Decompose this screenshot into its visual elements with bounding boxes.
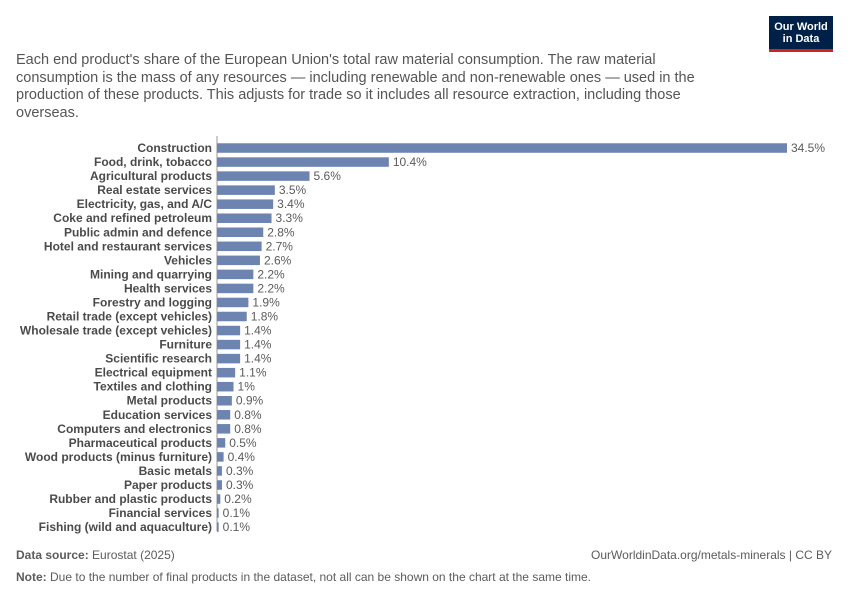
logo-line-1: Our World — [774, 21, 828, 33]
bar[interactable] — [217, 227, 264, 238]
bar[interactable] — [217, 157, 389, 167]
value-label: 1.4% — [244, 324, 272, 338]
chart-note: Note: Due to the number of final product… — [16, 570, 591, 584]
value-label: 1.4% — [244, 338, 272, 352]
category-label: Metal products — [127, 394, 213, 408]
value-label: 0.8% — [234, 408, 262, 422]
bar[interactable] — [217, 480, 222, 490]
source-label: Data source: — [16, 548, 89, 562]
category-label: Pharmaceutical products — [69, 436, 213, 450]
category-label: Computers and electronics — [57, 422, 212, 436]
bar[interactable] — [217, 452, 224, 462]
value-label: 1.4% — [244, 352, 272, 366]
bar[interactable] — [217, 311, 247, 322]
category-label: Food, drink, tobacco — [94, 155, 212, 169]
value-label: 0.3% — [226, 478, 254, 492]
bar[interactable] — [217, 325, 241, 336]
value-label: 2.6% — [264, 253, 292, 267]
category-label: Real estate services — [97, 183, 212, 197]
bar[interactable] — [217, 367, 236, 378]
value-label: 1.1% — [239, 366, 267, 380]
category-label: Mining and quarrying — [90, 267, 212, 281]
owid-logo[interactable]: Our World in Data — [769, 16, 833, 52]
value-label: 3.5% — [279, 183, 307, 197]
category-label: Wood products (minus furniture) — [25, 450, 212, 464]
value-label: 2.8% — [267, 225, 295, 239]
bar[interactable] — [217, 297, 249, 308]
value-label: 0.9% — [236, 394, 264, 408]
value-label: 0.8% — [234, 422, 262, 436]
category-label: Wholesale trade (except vehicles) — [20, 324, 212, 338]
value-label: 5.6% — [314, 169, 342, 183]
category-label: Paper products — [124, 478, 212, 492]
bar[interactable] — [217, 199, 274, 209]
category-label: Scientific research — [105, 352, 212, 366]
bar[interactable] — [217, 438, 226, 448]
bar[interactable] — [217, 353, 241, 364]
value-label: 2.2% — [257, 267, 285, 281]
bar[interactable] — [217, 255, 260, 266]
category-label: Rubber and plastic products — [49, 492, 212, 506]
bar[interactable] — [217, 171, 310, 181]
bar[interactable] — [217, 508, 219, 518]
category-label: Public admin and defence — [64, 225, 212, 239]
value-label: 0.3% — [226, 464, 254, 478]
source-url-link[interactable]: OurWorldinData.org/metals-minerals | CC … — [591, 548, 832, 562]
category-label: Fishing (wild and aquaculture) — [39, 520, 212, 534]
bar[interactable] — [217, 466, 222, 476]
bar[interactable] — [217, 241, 262, 252]
value-label: 0.4% — [228, 450, 256, 464]
value-label: 3.3% — [276, 211, 304, 225]
value-label: 1.8% — [251, 310, 279, 324]
category-label: Health services — [124, 281, 212, 295]
bar[interactable] — [217, 395, 232, 406]
category-label: Education services — [103, 408, 213, 422]
logo-line-2: in Data — [782, 33, 820, 45]
bar[interactable] — [217, 381, 234, 392]
bar[interactable] — [217, 424, 231, 434]
value-label: 0.5% — [229, 436, 257, 450]
bar[interactable] — [217, 410, 231, 420]
bar[interactable] — [217, 185, 275, 195]
category-label: Retail trade (except vehicles) — [47, 310, 212, 324]
value-label: 10.4% — [393, 155, 427, 169]
chart-subtitle: Each end product's share of the European… — [16, 52, 695, 121]
category-label: Agricultural products — [90, 169, 212, 183]
category-label: Hotel and restaurant services — [44, 239, 212, 253]
category-label: Electrical equipment — [95, 366, 212, 380]
note-label: Note: — [16, 570, 47, 584]
bar-chart: Construction 34.5% Food, drink, tobacco 10.… — [20, 136, 825, 534]
category-label: Textiles and clothing — [94, 380, 212, 394]
value-label: 3.4% — [277, 197, 305, 211]
value-label: 1.9% — [252, 295, 280, 309]
value-label: 2.7% — [266, 239, 294, 253]
category-label: Basic metals — [139, 464, 213, 478]
value-label: 0.2% — [224, 492, 252, 506]
bar[interactable] — [217, 522, 219, 532]
source-value[interactable]: Eurostat (2025) — [92, 548, 175, 562]
category-label: Electricity, gas, and A/C — [77, 197, 213, 211]
bar[interactable] — [217, 269, 254, 280]
bar[interactable] — [217, 213, 272, 223]
value-label: 0.1% — [223, 520, 251, 534]
category-label: Financial services — [109, 506, 213, 520]
category-label: Furniture — [159, 338, 212, 352]
value-label: 1% — [238, 380, 256, 394]
bar[interactable] — [217, 339, 241, 350]
value-label: 34.5% — [791, 141, 825, 155]
value-label: 2.2% — [257, 281, 285, 295]
category-label: Coke and refined petroleum — [53, 211, 212, 225]
category-label: Construction — [137, 141, 212, 155]
data-source: Data source: Eurostat (2025) — [16, 548, 175, 562]
category-label: Forestry and logging — [93, 295, 212, 309]
category-label: Vehicles — [164, 253, 212, 267]
value-label: 0.1% — [223, 506, 251, 520]
bar[interactable] — [217, 494, 221, 504]
bar[interactable] — [217, 283, 254, 294]
note-text: Due to the number of final products in t… — [50, 570, 591, 584]
bar[interactable] — [217, 143, 787, 153]
